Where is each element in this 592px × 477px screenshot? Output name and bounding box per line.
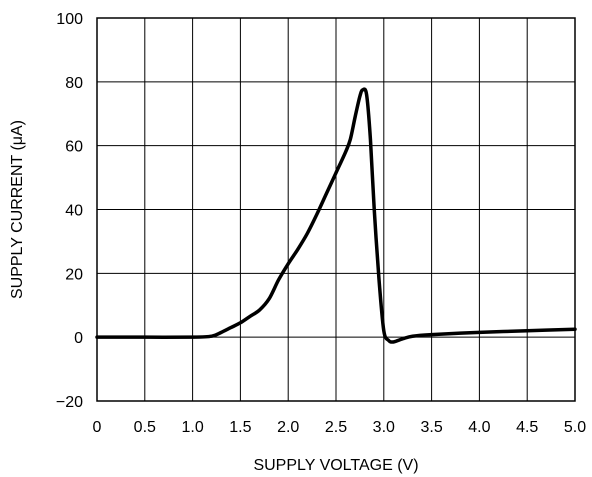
- y-tick-label: 40: [65, 203, 83, 220]
- x-tick-label: 3.5: [420, 419, 442, 436]
- plot-frame: [96, 17, 576, 402]
- y-tick-label: 0: [74, 330, 83, 347]
- x-tick-label: 1.5: [229, 419, 251, 436]
- grid: [97, 18, 575, 401]
- x-tick-label: 0: [93, 419, 102, 436]
- x-tick-label: 4.0: [468, 419, 490, 436]
- x-tick-label: 1.0: [181, 419, 203, 436]
- y-tick-label: 80: [65, 75, 83, 92]
- y-tick-label: 20: [65, 266, 83, 283]
- x-tick-label: 3.0: [373, 419, 395, 436]
- x-tick-label: 5.0: [564, 419, 586, 436]
- x-tick-label: 4.5: [516, 419, 538, 436]
- x-tick-label: 0.5: [134, 419, 156, 436]
- y-axis-label: SUPPLY CURRENT (μA): [9, 120, 26, 299]
- x-tick-label: 2.0: [277, 419, 299, 436]
- x-axis-label: SUPPLY VOLTAGE (V): [253, 457, 418, 474]
- x-tick-labels: 0 0.5 1.0 1.5 2.0 2.5 3.0 3.5 4.0 4.5 5.0: [93, 419, 587, 436]
- series-layer: [95, 87, 577, 344]
- y-tick-label: −20: [56, 394, 83, 411]
- x-tick-label: 2.5: [325, 419, 347, 436]
- series-line: [95, 87, 577, 344]
- y-tick-label: 100: [56, 11, 83, 28]
- y-tick-labels: −20 0 20 40 60 80 100: [56, 11, 83, 411]
- y-tick-label: 60: [65, 139, 83, 156]
